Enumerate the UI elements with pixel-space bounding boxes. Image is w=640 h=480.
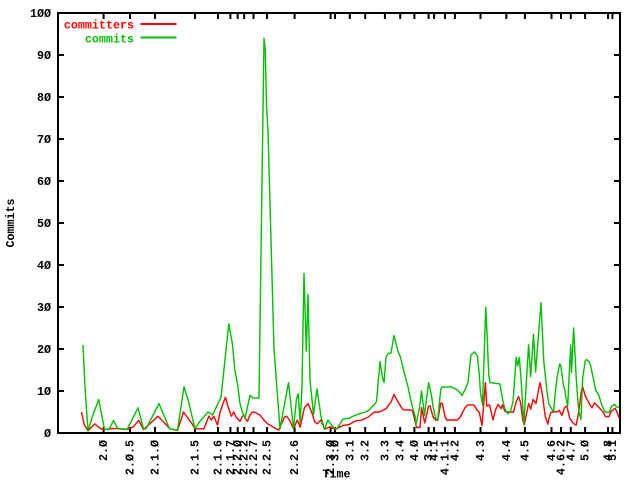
svg-text:7Ø: 7Ø bbox=[37, 133, 51, 147]
svg-text:2.2.6: 2.2.6 bbox=[288, 440, 302, 475]
svg-text:2.2.2: 2.2.2 bbox=[238, 440, 252, 475]
svg-text:Time: Time bbox=[322, 468, 350, 480]
svg-text:4.4: 4.4 bbox=[500, 440, 514, 461]
svg-text:2.2.5: 2.2.5 bbox=[261, 440, 275, 475]
svg-text:2.2.7: 2.2.7 bbox=[247, 440, 261, 475]
svg-text:4.1.1: 4.1.1 bbox=[439, 440, 453, 475]
svg-text:2.1.7: 2.1.7 bbox=[224, 440, 238, 475]
svg-text:2.Ø.5: 2.Ø.5 bbox=[124, 440, 138, 475]
svg-text:4.6.2: 4.6.2 bbox=[555, 440, 569, 475]
svg-text:2.1.Ø: 2.1.Ø bbox=[149, 440, 163, 475]
svg-text:2.3.Ø: 2.3.Ø bbox=[324, 440, 338, 475]
svg-text:1ØØ: 1ØØ bbox=[30, 7, 51, 21]
svg-text:2.Ø: 2.Ø bbox=[97, 440, 111, 461]
svg-text:4.6: 4.6 bbox=[545, 440, 559, 461]
svg-text:4Ø: 4Ø bbox=[37, 259, 51, 273]
svg-text:3.3: 3.3 bbox=[378, 440, 392, 461]
svg-text:committers: committers bbox=[64, 19, 134, 33]
svg-text:4.Ø: 4.Ø bbox=[408, 440, 422, 461]
svg-text:Commits: Commits bbox=[4, 198, 18, 247]
svg-text:3.5: 3.5 bbox=[422, 440, 436, 461]
svg-text:9Ø: 9Ø bbox=[37, 49, 51, 63]
svg-text:3.2: 3.2 bbox=[359, 440, 373, 461]
svg-text:2.2.Ø: 2.2.Ø bbox=[231, 440, 245, 475]
svg-text:3.4: 3.4 bbox=[394, 440, 408, 461]
svg-text:8Ø: 8Ø bbox=[37, 91, 51, 105]
svg-text:5.1: 5.1 bbox=[606, 440, 620, 461]
svg-text:5.Ø: 5.Ø bbox=[579, 440, 593, 461]
svg-text:1Ø: 1Ø bbox=[37, 385, 51, 399]
svg-text:4.2: 4.2 bbox=[448, 440, 462, 461]
svg-text:2.1.5: 2.1.5 bbox=[189, 440, 203, 475]
svg-text:3.1: 3.1 bbox=[343, 440, 357, 461]
svg-text:2Ø: 2Ø bbox=[37, 343, 51, 357]
svg-text:4.8: 4.8 bbox=[602, 440, 616, 461]
svg-text:4.7: 4.7 bbox=[564, 440, 578, 461]
svg-text:2.1.6: 2.1.6 bbox=[212, 440, 226, 475]
svg-text:3Ø: 3Ø bbox=[37, 301, 51, 315]
svg-text:6Ø: 6Ø bbox=[37, 175, 51, 189]
svg-text:5Ø: 5Ø bbox=[37, 217, 51, 231]
svg-text:Ø: Ø bbox=[44, 427, 51, 441]
svg-text:4.5: 4.5 bbox=[518, 440, 532, 461]
svg-text:4.1: 4.1 bbox=[428, 440, 442, 461]
svg-text:4.3: 4.3 bbox=[474, 440, 488, 461]
svg-text:3.Ø: 3.Ø bbox=[329, 440, 343, 461]
svg-text:commits: commits bbox=[85, 33, 134, 47]
